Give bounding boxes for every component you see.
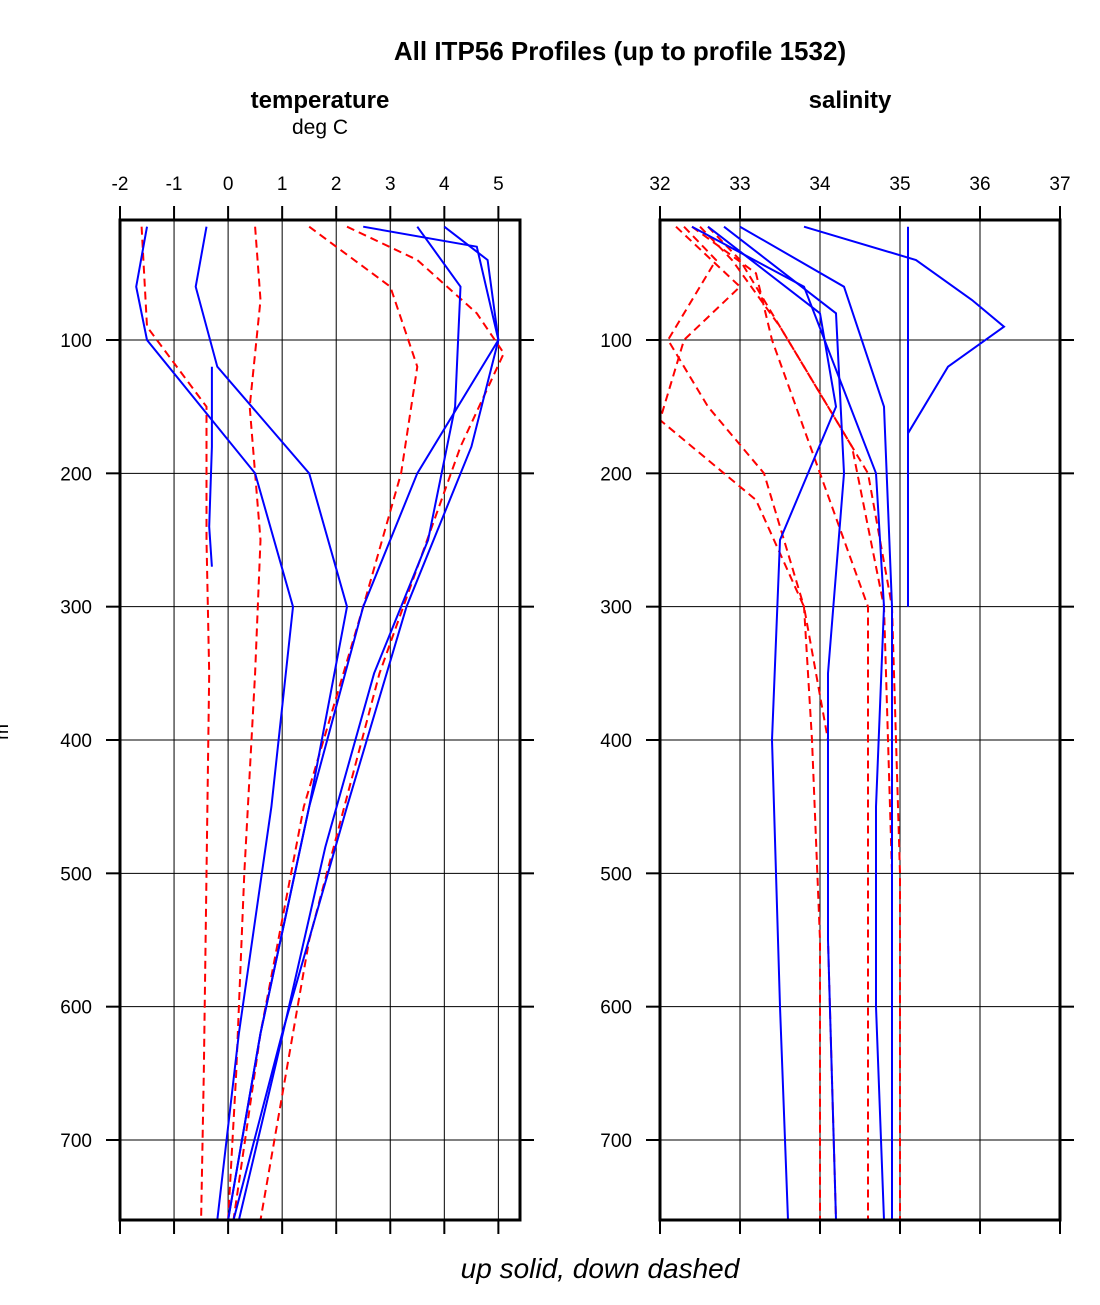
salinity-y-tick-label: 200 [600, 464, 632, 485]
temperature-plot-frame [118, 218, 522, 1222]
salinity-x-tick-label: 35 [889, 174, 910, 195]
salinity-grid [659, 220, 1061, 1220]
temperature-y-tick-label: 400 [60, 731, 92, 752]
salinity-profile-up [723, 225, 846, 1220]
temperature-x-tick-label: 3 [385, 174, 396, 195]
temperature-x-tick-label: -2 [112, 174, 129, 195]
temperature-y-tick-label: 700 [60, 1131, 92, 1152]
temperature-profile-up [208, 366, 213, 567]
page-title: All ITP56 Profiles (up to profile 1532) [394, 36, 846, 66]
salinity-panel-title: salinity [809, 87, 892, 114]
salinity-x-tick-label: 34 [809, 174, 831, 195]
salinity-x-tick-label: 36 [969, 174, 990, 195]
salinity-x-tick-label: 32 [649, 174, 670, 195]
temperature-profile-down [259, 225, 505, 1220]
salinity-x-tick-label: 37 [1049, 174, 1070, 195]
temperature-x-tick-label: 5 [493, 174, 504, 195]
salinity-ticks: 32 33 34 35 36 37 100 200 300 400 500 600 700 [600, 174, 1074, 1234]
temperature-x-tick-label: 0 [223, 174, 234, 195]
temperature-y-tick-label: 500 [60, 864, 92, 885]
temperature-y-tick-label: 100 [60, 331, 92, 352]
chart-caption: up solid, down dashed [461, 1253, 741, 1284]
temperature-x-tick-label: 4 [439, 174, 450, 195]
temperature-grid [119, 220, 520, 1220]
temperature-y-tick-label: 200 [60, 464, 92, 485]
temperature-profile-down [140, 226, 211, 1220]
temperature-profile-up [135, 226, 295, 1220]
temperature-ticks: -2 -1 0 1 2 3 4 5 100 200 300 400 500 600 700 [60, 174, 534, 1234]
salinity-y-tick-label: 300 [600, 598, 632, 619]
temperature-profile-down [227, 226, 262, 1220]
salinity-profile-down [691, 225, 869, 1220]
salinity-panel: salinity 32 33 34 35 36 37 100 200 300 400 500 600 7… [600, 87, 1074, 1234]
temperature-x-tick-label: 1 [277, 174, 288, 195]
temperature-y-tick-label: 600 [60, 998, 92, 1019]
salinity-y-tick-label: 600 [600, 998, 632, 1019]
temperature-panel: temperature deg C -2 -1 0 1 2 3 4 5 100 200 300 400… [60, 87, 534, 1234]
y-axis-label-fragment: m [0, 724, 13, 740]
salinity-profile-up [739, 225, 893, 1220]
salinity-y-tick-label: 100 [600, 331, 632, 352]
temperature-profile-up [232, 225, 500, 1220]
salinity-profile-down [707, 226, 901, 1220]
temperature-series-group [135, 225, 505, 1220]
salinity-x-tick-label: 33 [729, 174, 750, 195]
salinity-profile-up [803, 225, 1006, 434]
salinity-y-tick-label: 500 [600, 864, 632, 885]
temperature-units-label: deg C [292, 116, 348, 139]
salinity-y-tick-label: 700 [600, 1131, 632, 1152]
salinity-profile-up [707, 225, 838, 1220]
temperature-profile-up [237, 226, 462, 1220]
salinity-profile-up [691, 225, 886, 1220]
salinity-profile-down [699, 226, 893, 1220]
salinity-y-tick-label: 400 [600, 731, 632, 752]
temperature-panel-title: temperature [251, 87, 390, 114]
salinity-plot-frame [658, 218, 1062, 1222]
temperature-y-tick-label: 300 [60, 598, 92, 619]
salinity-profile-down [666, 226, 821, 1220]
salinity-series-group [660, 225, 1006, 1220]
temperature-profile-up [227, 225, 500, 1220]
temperature-x-tick-label: -1 [166, 174, 183, 195]
temperature-x-tick-label: 2 [331, 174, 342, 195]
